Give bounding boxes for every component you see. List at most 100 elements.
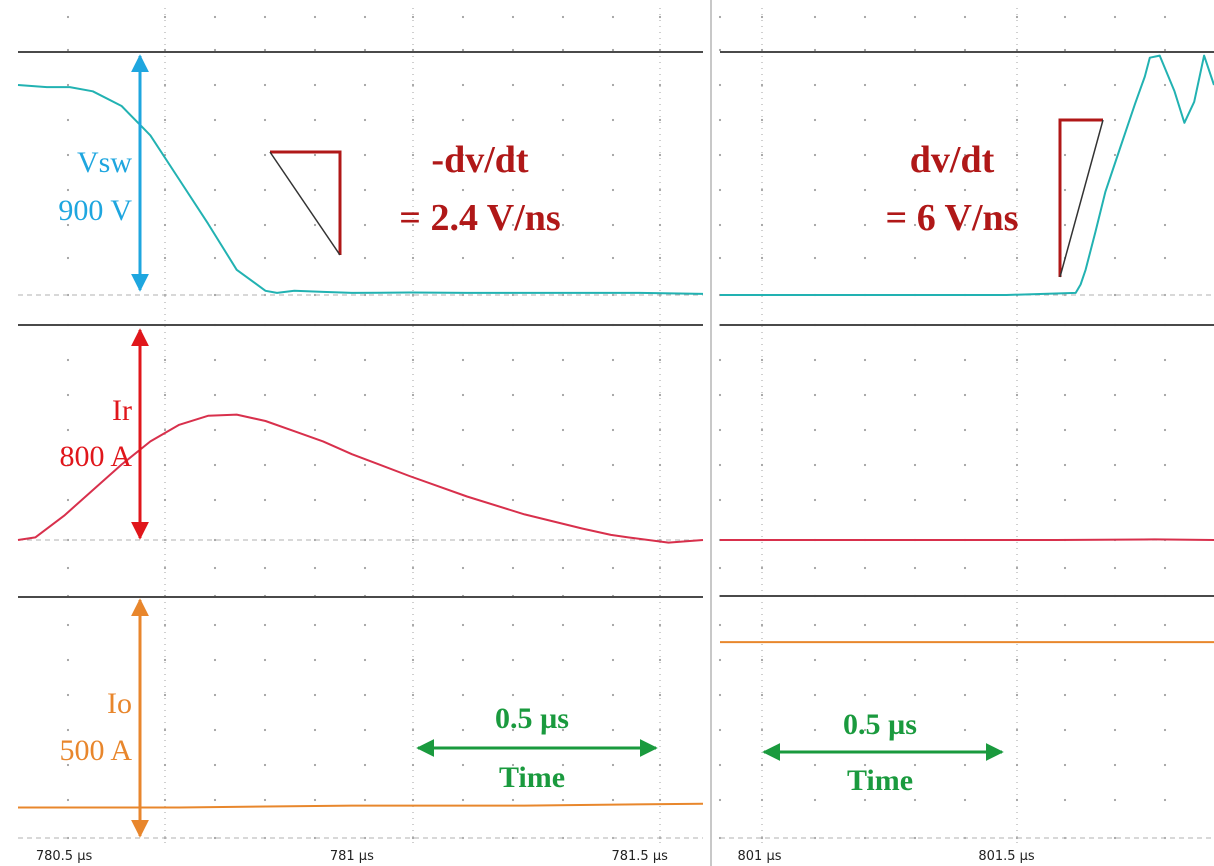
grid-dot bbox=[863, 393, 867, 397]
grid-dot bbox=[363, 623, 367, 627]
grid-dot bbox=[213, 188, 217, 192]
grid-dot bbox=[163, 15, 167, 19]
grid-dot bbox=[1113, 293, 1117, 297]
grid-dot bbox=[561, 293, 565, 297]
grid-dot bbox=[813, 358, 817, 362]
grid-dot bbox=[461, 358, 465, 362]
grid-dot bbox=[313, 153, 317, 157]
grid-dot bbox=[913, 658, 917, 662]
grid-dot bbox=[658, 83, 662, 87]
grid-dot bbox=[718, 118, 722, 122]
grid-dot bbox=[658, 15, 662, 19]
grid-dot bbox=[863, 566, 867, 570]
grid-dot bbox=[718, 15, 722, 19]
grid-dot bbox=[913, 693, 917, 697]
grid-dot bbox=[658, 623, 662, 627]
grid-dot bbox=[263, 358, 267, 362]
grid-dot bbox=[1113, 118, 1117, 122]
grid-dot bbox=[411, 428, 415, 432]
grid-dot bbox=[760, 566, 764, 570]
grid-dot bbox=[461, 658, 465, 662]
grid-dot bbox=[263, 566, 267, 570]
grid-dot bbox=[363, 538, 367, 542]
grid-dot bbox=[813, 658, 817, 662]
grid-dot bbox=[263, 428, 267, 432]
grid-dot bbox=[511, 728, 515, 732]
grid-dot bbox=[511, 15, 515, 19]
grid-dot bbox=[813, 83, 817, 87]
grid-dot bbox=[66, 728, 70, 732]
left-slope-triangle bbox=[270, 150, 342, 255]
grid-dot bbox=[813, 566, 817, 570]
grid-dot bbox=[461, 428, 465, 432]
grid-dot bbox=[511, 188, 515, 192]
grid-dot bbox=[213, 223, 217, 227]
grid-dot bbox=[561, 498, 565, 502]
grid-dot bbox=[611, 693, 615, 697]
grid-dot bbox=[561, 153, 565, 157]
grid-dot bbox=[561, 358, 565, 362]
grid-dot bbox=[1063, 48, 1067, 52]
left-slope-line bbox=[269, 151, 341, 256]
grid-dot bbox=[913, 763, 917, 767]
grid-dot bbox=[1063, 658, 1067, 662]
grid-dot bbox=[1113, 836, 1117, 840]
grid-dot bbox=[913, 798, 917, 802]
grid-dot bbox=[561, 538, 565, 542]
grid-dot bbox=[363, 15, 367, 19]
grid-dot bbox=[611, 188, 615, 192]
grid-dot bbox=[1015, 428, 1019, 432]
grid-dot bbox=[363, 836, 367, 840]
grid-dot bbox=[658, 358, 662, 362]
grid-dot bbox=[411, 728, 415, 732]
grid-dot bbox=[313, 728, 317, 732]
grid-dot bbox=[760, 83, 764, 87]
grid-dot bbox=[66, 463, 70, 467]
grid-dot bbox=[511, 693, 515, 697]
left-ir-trace bbox=[17, 413, 704, 544]
grid-dot bbox=[313, 256, 317, 260]
grid-dot bbox=[66, 358, 70, 362]
grid-dot bbox=[1063, 188, 1067, 192]
grid-dot bbox=[760, 118, 764, 122]
grid-dot bbox=[213, 836, 217, 840]
grid-dot bbox=[913, 428, 917, 432]
grid-dot bbox=[813, 188, 817, 192]
grid-dot bbox=[718, 566, 722, 570]
grid-dot bbox=[1063, 358, 1067, 362]
grid-dot bbox=[1163, 498, 1167, 502]
grid-dot bbox=[263, 48, 267, 52]
grid-dot bbox=[658, 428, 662, 432]
grid-dot bbox=[561, 798, 565, 802]
grid-dot bbox=[1113, 256, 1117, 260]
right-ir-trace bbox=[720, 538, 1214, 541]
grid-dot bbox=[1163, 393, 1167, 397]
grid-dot bbox=[718, 763, 722, 767]
grid-dot bbox=[461, 188, 465, 192]
grid-dot bbox=[863, 15, 867, 19]
grid-dot bbox=[813, 15, 817, 19]
grid-dot bbox=[461, 623, 465, 627]
grid-dot bbox=[213, 798, 217, 802]
grid-dot bbox=[813, 728, 817, 732]
grid-dot bbox=[213, 393, 217, 397]
grid-dot bbox=[363, 188, 367, 192]
grid-dot bbox=[611, 566, 615, 570]
right-dvdt-line1: dv/dt bbox=[910, 139, 995, 181]
io-name-label: Io bbox=[107, 687, 132, 720]
grid-dot bbox=[66, 223, 70, 227]
grid-dot bbox=[718, 188, 722, 192]
grid-dot bbox=[163, 358, 167, 362]
right-vsw-trace bbox=[720, 54, 1214, 296]
grid-dot bbox=[913, 188, 917, 192]
grid-dot bbox=[66, 498, 70, 502]
grid-dot bbox=[313, 463, 317, 467]
grid-dot bbox=[1063, 693, 1067, 697]
grid-dot bbox=[1163, 223, 1167, 227]
grid-dot bbox=[1015, 658, 1019, 662]
grid-dot bbox=[913, 153, 917, 157]
grid-dot bbox=[561, 463, 565, 467]
grid-dot bbox=[813, 153, 817, 157]
grid-dot bbox=[1113, 223, 1117, 227]
grid-dot bbox=[913, 728, 917, 732]
